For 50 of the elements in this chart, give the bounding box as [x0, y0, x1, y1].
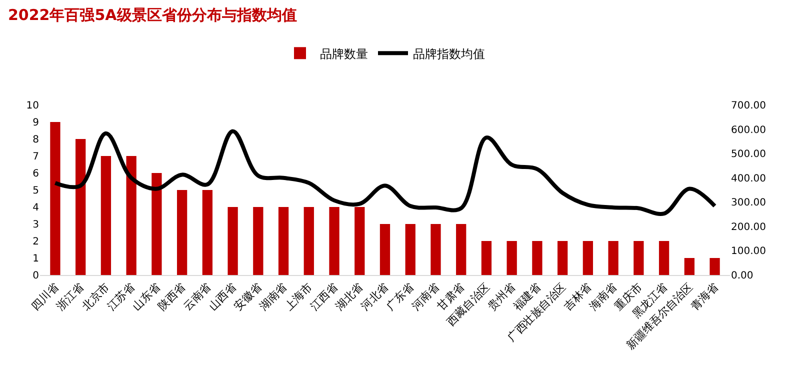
bar	[582, 241, 594, 275]
y-tick-label: 1	[32, 254, 39, 264]
bar	[152, 173, 162, 275]
bar	[278, 207, 289, 275]
y-tick-label: 3	[32, 220, 39, 230]
bar	[202, 190, 212, 275]
y2-tick-label: 600.00	[731, 124, 766, 136]
y2-tick-label: 300.00	[731, 198, 766, 209]
bar	[76, 139, 86, 275]
bar	[329, 207, 340, 275]
y-tick-label: 0	[32, 270, 39, 282]
y-tick-label: 2	[32, 236, 39, 248]
bar	[634, 241, 644, 275]
bar	[50, 122, 60, 275]
bar	[253, 207, 264, 275]
y2-tick-label: 500.00	[731, 149, 766, 160]
bar	[100, 156, 112, 275]
bar	[405, 224, 416, 275]
y-tick-label: 9	[32, 118, 39, 128]
bar	[176, 190, 188, 275]
bar	[684, 258, 694, 275]
bar	[430, 224, 441, 275]
y2-tick-label: 700.00	[731, 100, 766, 112]
bar	[126, 156, 136, 275]
y-tick-label: 6	[32, 168, 39, 180]
legend-label: 品牌指数均值	[413, 46, 485, 61]
legend-label: 品牌数量	[320, 46, 368, 61]
bar	[380, 224, 390, 275]
bar	[710, 258, 720, 275]
bar	[354, 207, 365, 275]
bar	[558, 241, 568, 275]
bar	[506, 241, 517, 275]
y2-tick-label: 100.00	[731, 246, 766, 258]
y-tick-label: 4	[32, 202, 39, 214]
bar	[608, 241, 618, 275]
bar	[481, 241, 492, 275]
chart-title: 2022年百强5A级景区省份分布与指数均值	[8, 6, 297, 24]
y-tick-label: 7	[32, 152, 39, 162]
bar	[532, 241, 542, 275]
y-tick-label: 10	[26, 100, 39, 112]
y2-tick-label: 0.00	[731, 270, 754, 282]
bar	[658, 241, 670, 275]
y2-tick-label: 200.00	[731, 222, 766, 233]
bar	[228, 207, 238, 275]
y-tick-label: 5	[32, 186, 39, 196]
line-series	[53, 129, 717, 216]
bar	[304, 207, 314, 275]
y2-tick-label: 400.00	[731, 173, 766, 184]
bar	[456, 224, 466, 275]
y-tick-label: 8	[32, 134, 39, 146]
